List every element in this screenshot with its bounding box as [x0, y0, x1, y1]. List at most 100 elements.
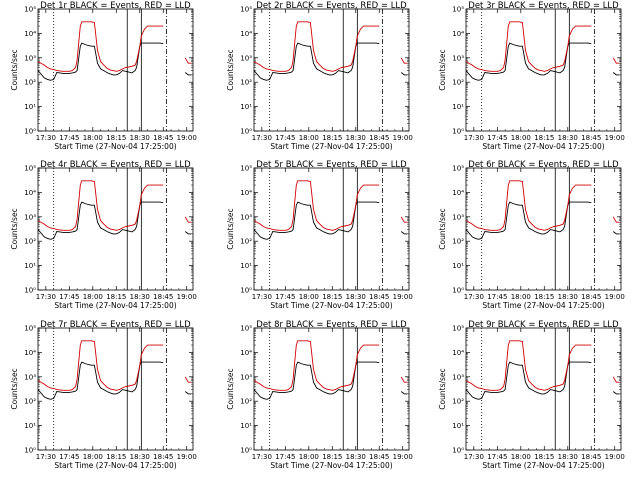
x-tick-label: 18:30 — [558, 134, 578, 142]
x-axis-label: Start Time (27-Nov-04 17:25:00) — [54, 301, 176, 310]
y-axis-label: Counts/sec — [226, 49, 235, 90]
x-tick-label: 18:45 — [581, 134, 601, 142]
y-tick-label: 10⁴ — [452, 349, 464, 357]
y-tick-label: 10¹ — [24, 422, 36, 430]
x-tick-label: 17:45 — [59, 293, 79, 301]
y-tick-label: 10⁴ — [24, 349, 36, 357]
y-tick-label: 10⁰ — [240, 128, 252, 136]
plot-frame — [465, 327, 622, 451]
series-line-lld — [253, 21, 408, 72]
x-tick-label: 18:15 — [322, 134, 342, 142]
plot-frame — [253, 327, 410, 451]
y-tick-label: 10⁴ — [240, 349, 252, 357]
x-tick-label: 17:30 — [36, 453, 56, 461]
series-line-events — [37, 42, 192, 81]
y-tick-label: 10² — [24, 79, 36, 87]
series-line-lld — [37, 180, 192, 231]
y-tick-label: 10² — [240, 398, 252, 406]
y-tick-label: 10² — [452, 398, 464, 406]
x-tick-label: 17:30 — [252, 293, 272, 301]
x-axis-label: Start Time (27-Nov-04 17:25:00) — [54, 142, 176, 151]
plot-frame — [37, 8, 194, 132]
chart-panel-3: Det 3r BLACK = Events, RED = LLD 10⁰ 10¹ 10… — [438, 1, 625, 151]
y-tick-label: 10¹ — [452, 103, 464, 111]
x-tick-label: 19:00 — [177, 293, 197, 301]
x-tick-label: 18:15 — [534, 453, 554, 461]
x-tick-label: 19:00 — [393, 453, 413, 461]
x-tick-label: 18:15 — [106, 134, 126, 142]
series-line-lld — [465, 180, 620, 231]
y-tick-label: 10⁵ — [452, 6, 464, 14]
x-tick-label: 17:45 — [487, 134, 507, 142]
y-tick-label: 10⁰ — [24, 128, 36, 136]
x-tick-label: 17:30 — [36, 293, 56, 301]
series-line-events — [37, 201, 192, 240]
y-tick-label: 10⁰ — [452, 128, 464, 136]
y-tick-label: 10¹ — [240, 103, 252, 111]
x-tick-label: 19:00 — [177, 134, 197, 142]
y-tick-label: 10² — [240, 79, 252, 87]
x-tick-label: 18:45 — [153, 134, 173, 142]
x-axis-label: Start Time (27-Nov-04 17:25:00) — [270, 461, 392, 470]
x-tick-label: 17:45 — [275, 293, 295, 301]
plot-frame — [465, 8, 622, 132]
x-tick-label: 17:45 — [487, 293, 507, 301]
x-axis-label: Start Time (27-Nov-04 17:25:00) — [270, 301, 392, 310]
panel-title: Det 6r BLACK = Events, RED = LLD — [468, 160, 619, 170]
x-tick-label: 18:30 — [130, 453, 150, 461]
x-tick-label: 18:30 — [346, 134, 366, 142]
x-tick-label: 17:45 — [275, 134, 295, 142]
y-tick-label: 10¹ — [240, 422, 252, 430]
x-tick-label: 18:30 — [130, 134, 150, 142]
y-tick-label: 10⁴ — [24, 189, 36, 197]
y-axis-label: Counts/sec — [438, 208, 447, 249]
y-tick-label: 10³ — [240, 54, 252, 62]
x-tick-label: 17:30 — [464, 453, 484, 461]
panel-title: Det 9r BLACK = Events, RED = LLD — [468, 320, 619, 330]
y-tick-label: 10³ — [24, 213, 36, 221]
y-tick-label: 10⁰ — [240, 447, 252, 455]
x-tick-label: 17:30 — [464, 134, 484, 142]
y-axis-label: Counts/sec — [10, 49, 19, 90]
y-tick-label: 10³ — [240, 213, 252, 221]
x-axis-label: Start Time (27-Nov-04 17:25:00) — [482, 461, 604, 470]
panel-title: Det 7r BLACK = Events, RED = LLD — [40, 320, 191, 330]
x-tick-label: 18:45 — [369, 293, 389, 301]
y-tick-label: 10⁰ — [452, 287, 464, 295]
x-tick-label: 19:00 — [177, 453, 197, 461]
chart-panel-9: Det 9r BLACK = Events, RED = LLD 10⁰ 10¹ 10… — [438, 320, 625, 470]
x-tick-label: 18:30 — [346, 293, 366, 301]
series-line-events — [465, 361, 620, 400]
x-tick-label: 18:00 — [299, 453, 319, 461]
y-tick-label: 10¹ — [452, 422, 464, 430]
x-tick-label: 18:00 — [83, 134, 103, 142]
panel-title: Det 8r BLACK = Events, RED = LLD — [256, 320, 407, 330]
panel-title: Det 2r BLACK = Events, RED = LLD — [256, 1, 407, 11]
y-tick-label: 10² — [452, 79, 464, 87]
x-tick-label: 19:00 — [393, 134, 413, 142]
x-tick-label: 18:00 — [511, 134, 531, 142]
plot-frame — [253, 167, 410, 291]
series-line-lld — [465, 21, 620, 72]
x-tick-label: 18:30 — [558, 453, 578, 461]
x-tick-label: 19:00 — [393, 293, 413, 301]
x-tick-label: 18:15 — [322, 453, 342, 461]
series-line-lld — [253, 340, 408, 391]
y-tick-label: 10³ — [24, 54, 36, 62]
y-tick-label: 10⁰ — [24, 287, 36, 295]
x-tick-label: 17:30 — [252, 134, 272, 142]
panel-title: Det 3r BLACK = Events, RED = LLD — [468, 1, 619, 11]
panel-title: Det 5r BLACK = Events, RED = LLD — [256, 160, 407, 170]
plot-frame — [253, 8, 410, 132]
y-tick-label: 10⁵ — [24, 325, 36, 333]
y-axis-label: Counts/sec — [438, 368, 447, 409]
x-tick-label: 18:45 — [581, 293, 601, 301]
y-tick-label: 10⁰ — [240, 287, 252, 295]
x-tick-label: 18:45 — [369, 134, 389, 142]
y-tick-label: 10⁵ — [240, 6, 252, 14]
y-tick-label: 10⁵ — [24, 165, 36, 173]
x-tick-label: 18:30 — [130, 293, 150, 301]
y-tick-label: 10⁵ — [240, 165, 252, 173]
series-line-lld — [465, 340, 620, 391]
x-tick-label: 17:45 — [59, 453, 79, 461]
